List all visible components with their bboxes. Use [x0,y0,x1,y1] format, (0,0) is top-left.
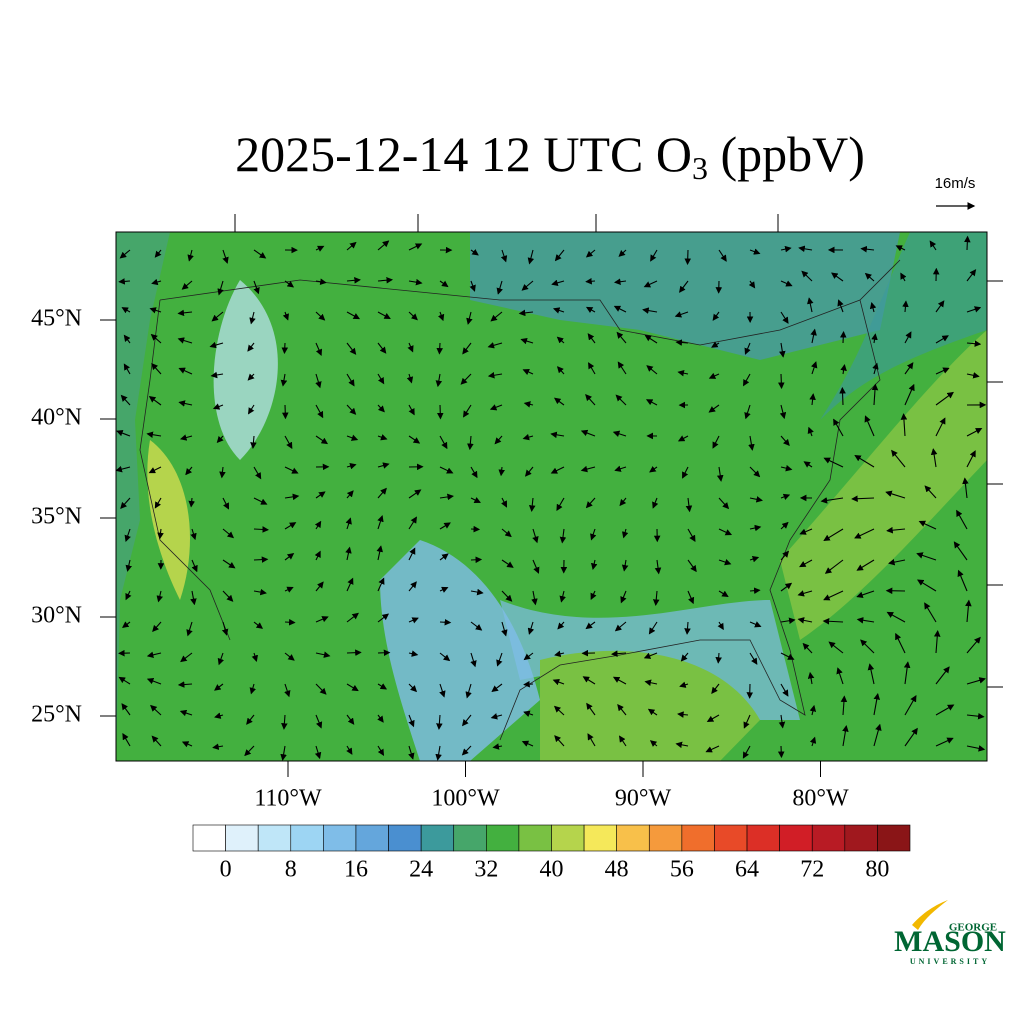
lat-tick-label: 30°N [31,603,82,629]
colorbar-swatch [714,825,747,851]
colorbar-swatch [323,825,356,851]
colorbar-swatch [193,825,226,851]
colorbar-tick-label: 0 [220,857,232,883]
wind-arrow [842,388,843,405]
wind-arrow [285,622,295,623]
colorbar-swatch [454,825,487,851]
lat-tick-label: 35°N [31,504,82,530]
wind-arrow [967,237,968,250]
colorbar-swatch [291,825,324,851]
lon-tick-label: 100°W [431,786,500,812]
wind-arrow [586,281,595,282]
wind-arrow [524,684,533,685]
colorbar-tick-label: 24 [409,857,433,883]
colorbar-swatch [617,825,650,851]
wind-arrow [781,374,782,388]
colorbar-swatch [421,825,454,851]
title-subscript: 3 [692,150,708,186]
wind-arrow [439,343,440,354]
wind-arrow [254,529,268,530]
title-prefix: 2025-12-14 12 UTC O [235,126,692,182]
colorbar-tick-label: 40 [540,857,564,883]
colorbar-tick-label: 32 [474,857,498,883]
logo-bottom: UNIVERSITY [910,957,990,966]
colorbar-swatch [584,825,617,851]
title: 2025-12-14 12 UTC O3 (ppbV) [235,126,865,186]
colorbar: 0 8 16 24 32 40 48 56 64 72 80 [193,825,910,883]
lon-tick-label: 80°W [792,786,849,812]
colorbar-swatch [258,825,291,851]
lon-tick-label: 110°W [254,786,322,812]
wind-arrow [284,343,285,353]
colorbar-swatch [226,825,259,851]
colorbar-swatch [519,825,552,851]
colorbar-swatch [747,825,780,851]
colorbar-swatch [682,825,715,851]
wind-arrow [843,332,844,343]
map-field [116,232,987,761]
colorbar-swatch [649,825,682,851]
colorbar-swatch [780,825,813,851]
logo-main: MASON [894,925,1006,958]
colorbar-tick-label: 72 [800,857,824,883]
colorbar-tick-label: 80 [865,857,889,883]
colorbar-tick-label: 16 [344,857,368,883]
wind-arrow [347,652,361,653]
colorbar-swatch [552,825,585,851]
lon-tick-label: 90°W [615,786,672,812]
colorbar-swatch [812,825,845,851]
colorbar-swatch [845,825,878,851]
colorbar-swatch [877,825,910,851]
wind-arrow [440,622,450,623]
logo: GEORGE MASON UNIVERSITY [894,900,1006,966]
colorbar-tick-label: 8 [285,857,297,883]
colorbar-swatch [486,825,519,851]
colorbar-swatch [389,825,422,851]
colorbar-tick-label: 64 [735,857,759,883]
colorbar-swatch [356,825,389,851]
lat-tick-label: 25°N [31,702,82,728]
lat-tick-label: 40°N [31,405,82,431]
wind-arrow [718,653,719,663]
vector-reference-label: 16m/s [935,175,976,192]
wind-arrow [254,559,267,560]
lat-tick-label: 45°N [31,306,82,332]
title-suffix: (ppbV) [708,126,865,182]
colorbar-tick-label: 56 [670,857,694,883]
colorbar-tick-label: 48 [605,857,629,883]
